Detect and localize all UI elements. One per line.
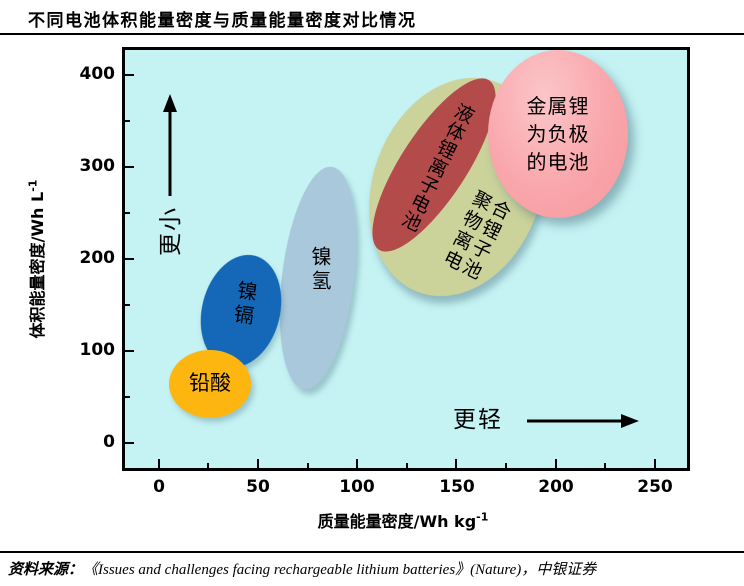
source-prefix: 资料来源： bbox=[8, 562, 84, 578]
y-minor-tick bbox=[125, 212, 130, 214]
y-minor-tick bbox=[125, 120, 130, 122]
metal-li-ellipse bbox=[488, 50, 628, 218]
y-tick-label: 300 bbox=[79, 156, 116, 176]
y-major-tick bbox=[125, 74, 134, 76]
x-tick-label: 250 bbox=[637, 477, 673, 497]
x-major-tick bbox=[356, 459, 358, 468]
x-tick-label: 0 bbox=[153, 477, 165, 497]
x-major-tick bbox=[455, 459, 457, 468]
x-tick-label: 100 bbox=[339, 477, 375, 497]
plot-area: 铅酸 镍镉 镍氢 液体锂离子电池 聚合 物锂 离子 电池 金属锂 为负极 的电池… bbox=[122, 47, 690, 471]
x-minor-tick bbox=[307, 463, 309, 468]
x-minor-tick bbox=[505, 463, 507, 468]
lead-acid-label: 铅酸 bbox=[189, 371, 231, 395]
source-note: 资料来源：《Issues and challenges facing recha… bbox=[8, 558, 596, 579]
footer-divider bbox=[0, 551, 744, 553]
x-axis-title-sup: -1 bbox=[476, 510, 489, 524]
y-tick-label: 400 bbox=[79, 64, 116, 84]
y-minor-tick bbox=[125, 396, 130, 398]
y-tick-label: 200 bbox=[79, 248, 116, 268]
lead-acid-ellipse bbox=[169, 350, 251, 418]
x-tick-label: 200 bbox=[538, 477, 574, 497]
lighter-annotation: 更轻 bbox=[453, 407, 503, 433]
x-minor-tick bbox=[406, 463, 408, 468]
y-minor-tick bbox=[125, 304, 130, 306]
x-axis-title: 质量能量密度/Wh kg-1 bbox=[253, 508, 553, 532]
source-text: 《Issues and challenges facing rechargeab… bbox=[83, 562, 597, 578]
y-major-tick bbox=[125, 258, 134, 260]
y-major-tick bbox=[125, 442, 134, 444]
y-axis-title-text: 体积能量密度/Wh L bbox=[28, 191, 47, 339]
x-axis-title-text: 质量能量密度/Wh kg bbox=[317, 512, 477, 531]
y-axis-title: 体积能量密度/Wh L-1 bbox=[24, 139, 48, 379]
x-major-tick bbox=[555, 459, 557, 468]
x-major-tick bbox=[158, 459, 160, 468]
x-tick-label: 50 bbox=[246, 477, 270, 497]
x-major-tick bbox=[257, 459, 259, 468]
smaller-annotation: 更小 bbox=[158, 206, 184, 256]
smaller-up-arrow bbox=[163, 94, 177, 196]
y-tick-label: 100 bbox=[79, 340, 116, 360]
title-divider bbox=[0, 33, 744, 35]
x-tick-label: 150 bbox=[439, 477, 475, 497]
page-title: 不同电池体积能量密度与质量能量密度对比情况 bbox=[28, 11, 417, 31]
y-major-tick bbox=[125, 166, 134, 168]
x-major-tick bbox=[654, 459, 656, 468]
x-minor-tick bbox=[207, 463, 209, 468]
y-tick-label: 0 bbox=[103, 432, 115, 452]
y-major-tick bbox=[125, 350, 134, 352]
ni-mh-label: 镍氢 bbox=[308, 246, 332, 294]
lighter-right-arrow bbox=[527, 414, 639, 428]
x-minor-tick bbox=[604, 463, 606, 468]
metal-li-label: 金属锂 为负极 的电池 bbox=[526, 94, 590, 174]
y-axis-title-sup: -1 bbox=[26, 179, 40, 192]
